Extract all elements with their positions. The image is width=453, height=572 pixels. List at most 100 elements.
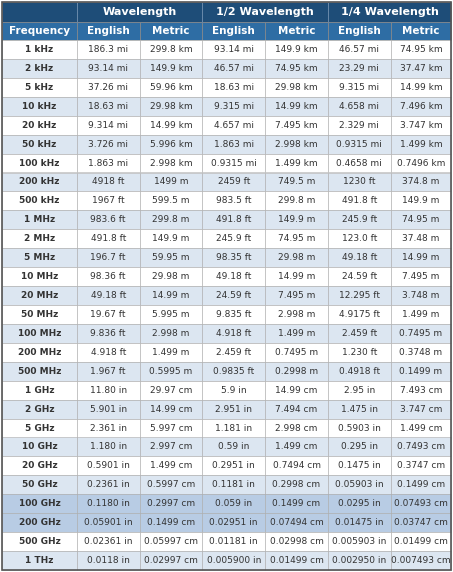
Text: 93.14 mi: 93.14 mi xyxy=(88,64,128,73)
Bar xyxy=(265,78,328,97)
Bar xyxy=(390,513,451,532)
Bar xyxy=(202,343,265,362)
Text: 0.2997 cm: 0.2997 cm xyxy=(147,499,195,509)
Bar xyxy=(328,210,390,229)
Bar xyxy=(265,324,328,343)
Bar xyxy=(77,2,202,22)
Text: 0.7495 m: 0.7495 m xyxy=(275,348,318,357)
Text: 245.9 ft: 245.9 ft xyxy=(216,235,251,243)
Text: 0.0118 in: 0.0118 in xyxy=(87,556,130,565)
Text: 0.01499 cm: 0.01499 cm xyxy=(270,556,323,565)
Text: 100 GHz: 100 GHz xyxy=(19,499,60,509)
Bar xyxy=(77,153,140,173)
Bar xyxy=(140,153,202,173)
Bar xyxy=(2,551,77,570)
Text: 7.495 m: 7.495 m xyxy=(278,291,315,300)
Bar xyxy=(265,173,328,192)
Bar xyxy=(328,381,390,400)
Text: 9.315 mi: 9.315 mi xyxy=(214,102,254,111)
Text: 50 GHz: 50 GHz xyxy=(22,480,57,489)
Bar xyxy=(140,97,202,116)
Text: 1/2 Wavelength: 1/2 Wavelength xyxy=(216,7,314,17)
Text: 299.8 m: 299.8 m xyxy=(152,215,190,224)
Bar xyxy=(140,267,202,286)
Text: 0.01499 cm: 0.01499 cm xyxy=(394,537,448,546)
Bar xyxy=(77,173,140,192)
Bar xyxy=(202,210,265,229)
Text: 1967 ft: 1967 ft xyxy=(92,196,125,205)
Text: 0.059 in: 0.059 in xyxy=(215,499,252,509)
Bar xyxy=(2,532,77,551)
Bar xyxy=(390,438,451,456)
Text: 4.658 mi: 4.658 mi xyxy=(339,102,379,111)
Text: 2.998 km: 2.998 km xyxy=(275,140,318,149)
Bar xyxy=(202,22,265,40)
Text: 0.5903 in: 0.5903 in xyxy=(338,423,381,432)
Text: 374.8 m: 374.8 m xyxy=(402,177,439,186)
Bar xyxy=(390,22,451,40)
Text: 0.2951 in: 0.2951 in xyxy=(212,462,255,470)
Text: 0.5995 m: 0.5995 m xyxy=(149,367,193,376)
Bar xyxy=(328,494,390,513)
Text: 0.59 in: 0.59 in xyxy=(218,443,250,451)
Text: 29.97 cm: 29.97 cm xyxy=(150,386,192,395)
Text: 2.329 mi: 2.329 mi xyxy=(339,121,379,130)
Bar xyxy=(390,97,451,116)
Bar xyxy=(265,192,328,210)
Bar xyxy=(390,475,451,494)
Text: 0.295 in: 0.295 in xyxy=(341,443,378,451)
Text: 59.96 km: 59.96 km xyxy=(149,83,193,92)
Bar xyxy=(2,192,77,210)
Text: English: English xyxy=(87,26,130,36)
Text: 5.997 cm: 5.997 cm xyxy=(150,423,192,432)
Bar xyxy=(2,2,77,22)
Text: 1.475 in: 1.475 in xyxy=(341,404,378,414)
Text: 0.1475 in: 0.1475 in xyxy=(338,462,381,470)
Text: 10 kHz: 10 kHz xyxy=(22,102,57,111)
Bar xyxy=(265,116,328,134)
Bar xyxy=(265,438,328,456)
Bar xyxy=(390,400,451,419)
Bar xyxy=(265,362,328,381)
Bar xyxy=(77,456,140,475)
Bar xyxy=(77,286,140,305)
Text: 200 kHz: 200 kHz xyxy=(19,177,60,186)
Bar xyxy=(140,438,202,456)
Bar xyxy=(328,173,390,192)
Text: 491.8 ft: 491.8 ft xyxy=(91,235,126,243)
Text: 1.967 ft: 1.967 ft xyxy=(91,367,126,376)
Bar xyxy=(265,286,328,305)
Text: 14.99 km: 14.99 km xyxy=(400,83,442,92)
Text: 196.7 ft: 196.7 ft xyxy=(91,253,126,262)
Bar xyxy=(140,22,202,40)
Bar xyxy=(140,248,202,267)
Text: 1.499 cm: 1.499 cm xyxy=(400,423,442,432)
Text: 2459 ft: 2459 ft xyxy=(217,177,250,186)
Bar xyxy=(2,475,77,494)
Bar xyxy=(202,324,265,343)
Bar xyxy=(77,248,140,267)
Bar xyxy=(328,362,390,381)
Text: 0.7493 cm: 0.7493 cm xyxy=(397,443,445,451)
Text: 7.495 km: 7.495 km xyxy=(275,121,318,130)
Bar xyxy=(202,438,265,456)
Bar xyxy=(328,229,390,248)
Text: 37.47 km: 37.47 km xyxy=(400,64,442,73)
Bar xyxy=(328,134,390,153)
Text: English: English xyxy=(338,26,381,36)
Text: 12.295 ft: 12.295 ft xyxy=(339,291,380,300)
Text: 599.5 m: 599.5 m xyxy=(152,196,190,205)
Bar xyxy=(328,153,390,173)
Bar xyxy=(265,22,328,40)
Text: 0.1180 in: 0.1180 in xyxy=(87,499,130,509)
Bar xyxy=(328,116,390,134)
Text: 46.57 mi: 46.57 mi xyxy=(339,45,379,54)
Bar xyxy=(202,248,265,267)
Text: 20 GHz: 20 GHz xyxy=(22,462,57,470)
Bar xyxy=(2,419,77,438)
Text: 74.95 m: 74.95 m xyxy=(402,215,439,224)
Text: 149.9 km: 149.9 km xyxy=(275,45,318,54)
Text: 3.747 km: 3.747 km xyxy=(400,121,442,130)
Text: 1.499 m: 1.499 m xyxy=(402,310,439,319)
Text: 20 MHz: 20 MHz xyxy=(21,291,58,300)
